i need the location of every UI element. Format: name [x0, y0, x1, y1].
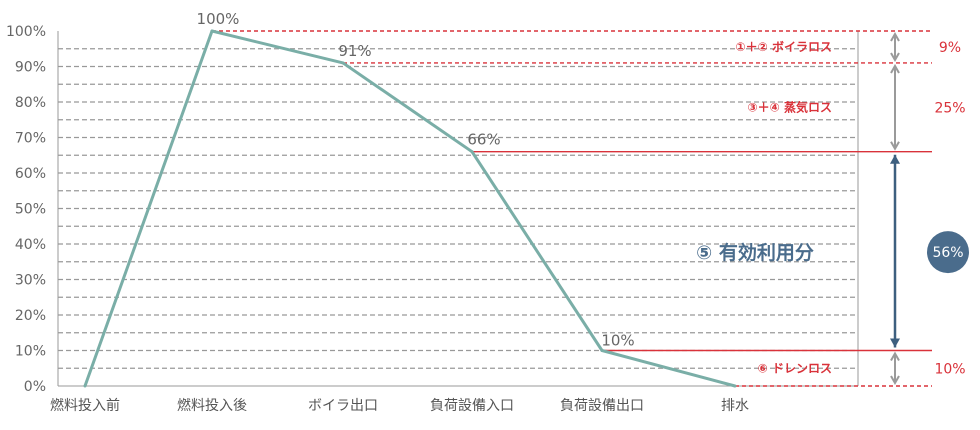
useful-label: ⑤ 有効利用分 — [696, 241, 814, 264]
data-point — [470, 150, 474, 154]
loss-label: ①＋② ボイラロス — [736, 39, 833, 54]
bracket-arrow-down — [890, 141, 900, 151]
y-tick-label: 50% — [15, 202, 46, 218]
x-tick-label: 負荷設備出口 — [560, 398, 644, 414]
data-point — [733, 384, 737, 388]
bracket-arrow-up — [890, 31, 900, 42]
brackets — [890, 31, 900, 386]
loss-label: ⑥ ドレンロス — [758, 361, 832, 375]
axes: 0% 10% 20% 30% 40% 50% 60% 70% 80% 90% 100% 燃料投入前 燃料… — [6, 24, 859, 414]
series-line — [83, 29, 736, 388]
data-point — [83, 384, 87, 388]
x-tick-label: 燃料投入前 — [50, 397, 120, 414]
y-tick-label: 100% — [6, 24, 46, 40]
bracket-arrow-down — [890, 375, 900, 386]
loss-percent: 25% — [934, 100, 965, 116]
bracket-arrow-up — [890, 63, 900, 74]
data-point — [341, 61, 345, 65]
y-tick-label: 70% — [15, 131, 46, 147]
y-tick-label: 60% — [15, 166, 46, 182]
bracket-arrow-up — [890, 351, 900, 361]
labels: 100% 91% 66% 10% ①＋② ボイラロス 9% ③＋④ 蒸気ロス 25% ⑥ ドレン… — [197, 10, 969, 377]
useful-arrow-down — [890, 338, 900, 348]
loss-percent: 9% — [939, 40, 961, 56]
data-point — [210, 29, 214, 33]
useful-arrow-up — [890, 154, 900, 164]
loss-percent: 10% — [934, 361, 965, 377]
x-tick-label: ボイラ出口 — [308, 398, 378, 414]
y-tick-label: 0% — [24, 379, 46, 395]
y-tick-label: 40% — [15, 237, 46, 253]
y-tick-label: 80% — [15, 95, 46, 111]
x-tick-label: 排水 — [721, 398, 749, 414]
x-tick-label: 負荷設備入口 — [430, 398, 514, 414]
bracket-arrow-down — [890, 52, 900, 62]
useful-percent-badge — [927, 231, 969, 274]
data-point — [600, 349, 604, 352]
y-tick-label: 20% — [15, 308, 46, 324]
point-label: 100% — [197, 10, 240, 28]
point-label: 91% — [338, 42, 371, 60]
point-label: 66% — [467, 131, 500, 149]
x-tick-label: 燃料投入後 — [177, 397, 247, 414]
point-label: 10% — [601, 332, 634, 350]
useful-percent: 56% — [932, 245, 963, 261]
y-tick-label: 30% — [15, 273, 46, 289]
series — [83, 29, 737, 388]
reference-lines — [212, 30, 932, 387]
loss-label: ③＋④ 蒸気ロス — [748, 99, 833, 114]
y-tick-label: 10% — [15, 344, 46, 360]
y-tick-label: 90% — [15, 60, 46, 76]
grid-lines — [58, 48, 858, 369]
